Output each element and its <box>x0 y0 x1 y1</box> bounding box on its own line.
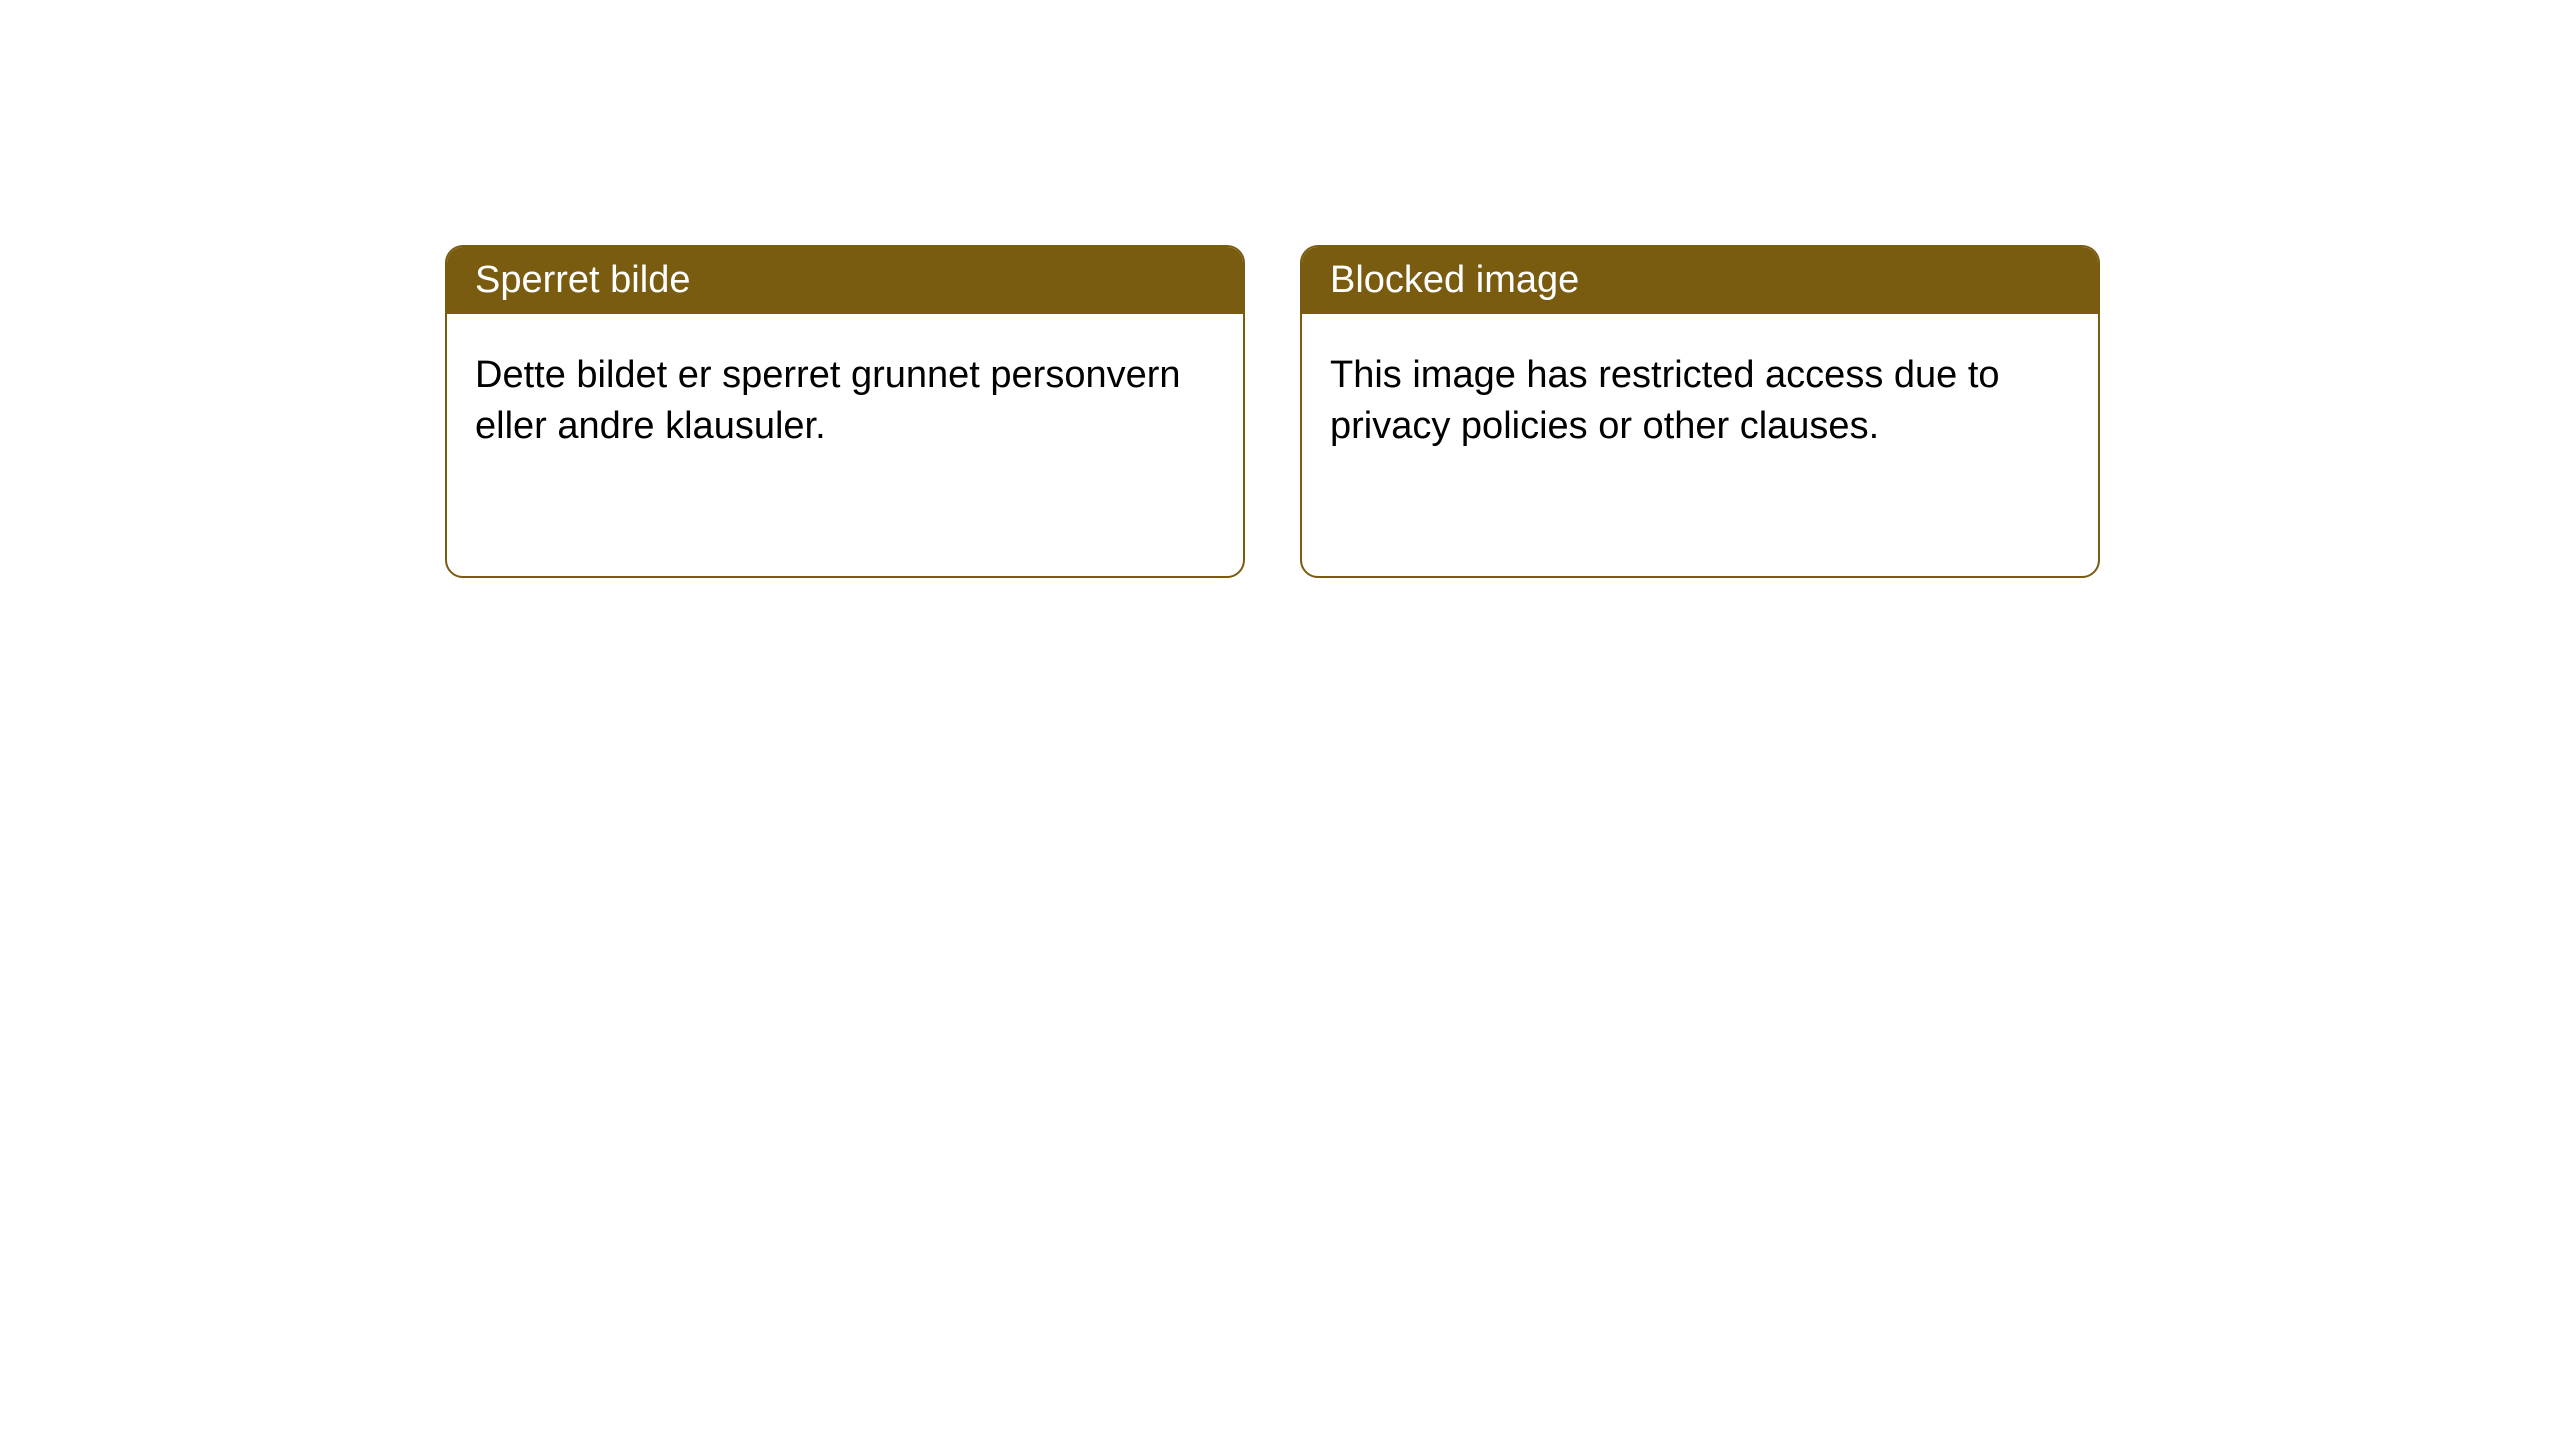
notice-card-header: Blocked image <box>1302 247 2098 314</box>
notice-card-norwegian: Sperret bilde Dette bildet er sperret gr… <box>445 245 1245 578</box>
notice-body-text: This image has restricted access due to … <box>1330 354 2000 447</box>
notice-card-body: This image has restricted access due to … <box>1302 314 2098 489</box>
notice-title: Blocked image <box>1330 259 1579 301</box>
notice-title: Sperret bilde <box>475 259 690 301</box>
notice-card-header: Sperret bilde <box>447 247 1243 314</box>
notice-container: Sperret bilde Dette bildet er sperret gr… <box>0 0 2560 578</box>
notice-card-body: Dette bildet er sperret grunnet personve… <box>447 314 1243 489</box>
notice-body-text: Dette bildet er sperret grunnet personve… <box>475 354 1181 447</box>
notice-card-english: Blocked image This image has restricted … <box>1300 245 2100 578</box>
